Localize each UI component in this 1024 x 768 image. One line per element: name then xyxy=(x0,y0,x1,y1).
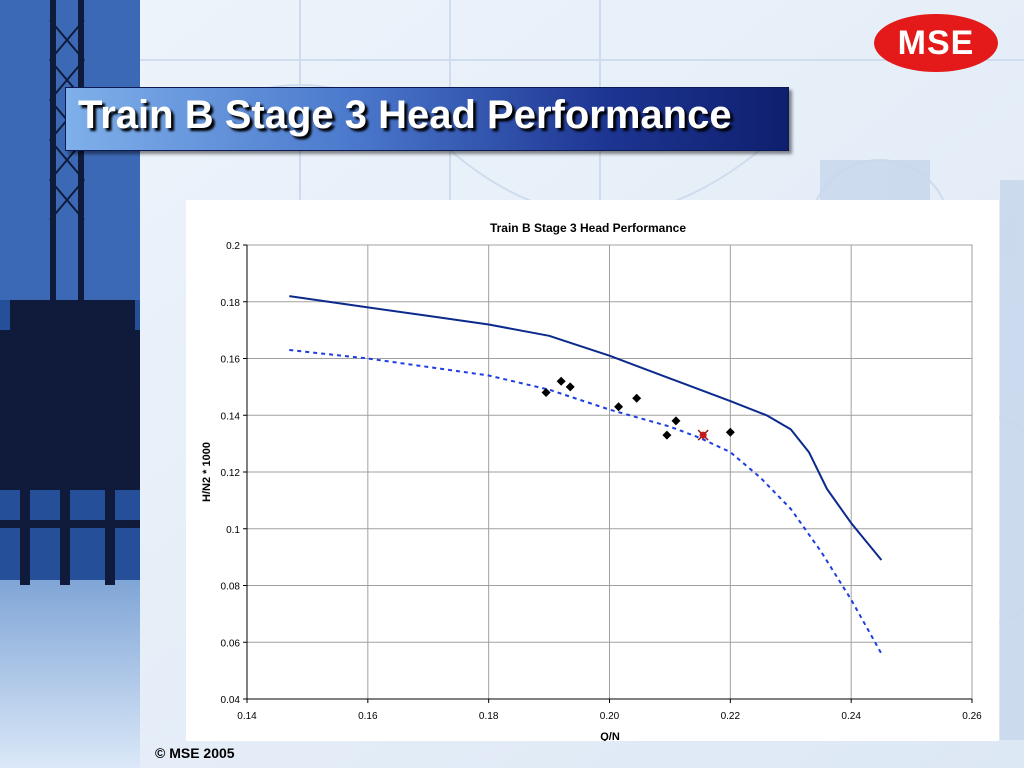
solid-curve-line xyxy=(289,295,883,561)
data-point-diamond xyxy=(541,388,551,398)
data-point-diamond xyxy=(662,430,672,440)
data-point-diamond xyxy=(632,393,642,403)
data-point-diamond xyxy=(725,427,735,437)
x-axis-label: Q/N xyxy=(600,731,620,741)
copyright-footer: © MSE 2005 xyxy=(155,745,235,761)
y-tick-label: 0.04 xyxy=(221,695,241,706)
x-tick-label: 0.14 xyxy=(237,711,257,722)
data-point-diamond xyxy=(671,416,681,426)
y-tick-label: 0.14 xyxy=(221,411,241,422)
slide-title: Train B Stage 3 Head Performance xyxy=(78,93,732,137)
operating-point-marker xyxy=(697,429,709,441)
oil-rig-silhouette xyxy=(0,0,140,585)
y-tick-label: 0.2 xyxy=(226,241,240,252)
y-axis-label: H/N2 * 1000 xyxy=(201,442,213,502)
y-tick-label: 0.12 xyxy=(221,468,241,479)
data-point-diamond xyxy=(565,382,575,392)
mse-logo: MSE xyxy=(874,14,998,72)
head-performance-chart: Train B Stage 3 Head Performance Q/N H/N… xyxy=(201,221,982,741)
x-tick-label: 0.24 xyxy=(841,711,861,722)
y-tick-label: 0.1 xyxy=(226,525,240,536)
chart-title: Train B Stage 3 Head Performance xyxy=(490,221,686,235)
x-tick-label: 0.20 xyxy=(600,711,620,722)
x-tick-label: 0.22 xyxy=(721,711,741,722)
y-tick-label: 0.08 xyxy=(221,582,241,593)
data-point-diamond xyxy=(556,376,566,386)
operating-point-dot xyxy=(699,431,707,439)
chart-panel: Train B Stage 3 Head Performance Q/N H/N… xyxy=(186,200,999,741)
data-point-diamond xyxy=(614,402,624,412)
x-tick-label: 0.18 xyxy=(479,711,499,722)
y-tick-label: 0.06 xyxy=(221,638,241,649)
y-tick-label: 0.18 xyxy=(221,298,241,309)
x-tick-label: 0.26 xyxy=(962,711,982,722)
y-tick-label: 0.16 xyxy=(221,355,241,366)
slide-title-bar: Train B Stage 3 Head Performance xyxy=(65,87,789,151)
x-tick-label: 0.16 xyxy=(358,711,378,722)
logo-text: MSE xyxy=(897,24,975,62)
